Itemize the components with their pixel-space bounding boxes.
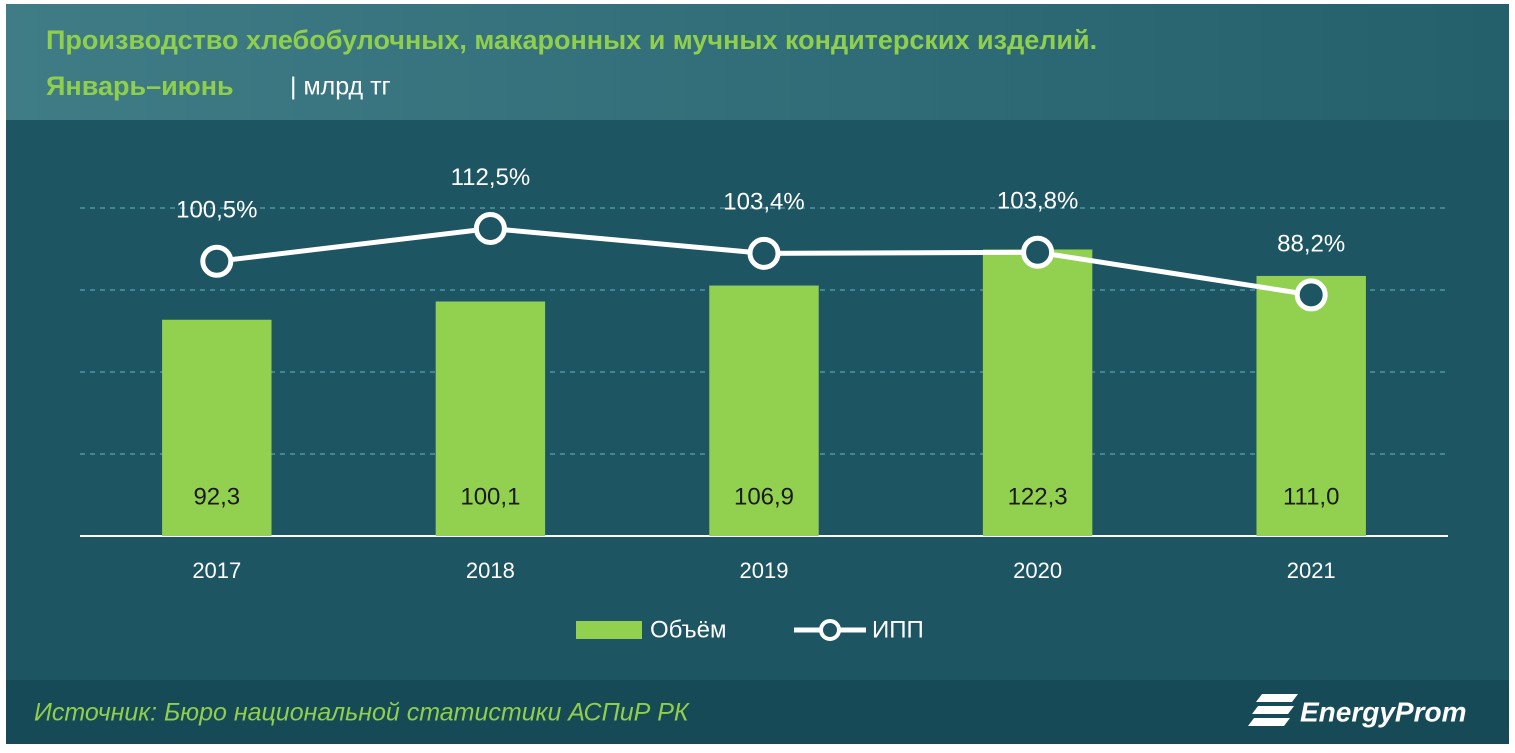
bar	[1256, 275, 1366, 536]
line-marker	[473, 212, 507, 245]
legend-item: ИПП	[794, 616, 924, 643]
bar-value-label: 106,9	[734, 483, 794, 510]
line-marker	[747, 236, 781, 270]
logo-icon	[1248, 694, 1298, 726]
bar-value-label: 122,3	[1008, 483, 1068, 510]
legend-swatch	[576, 621, 642, 639]
unit-label: | млрд тг	[290, 73, 391, 101]
header-band	[6, 4, 1509, 120]
chart-subtitle: Январь–июнь	[46, 71, 234, 101]
bar	[435, 301, 546, 536]
line-value-label: 103,4%	[723, 189, 804, 216]
legend-label: ИПП	[872, 616, 924, 643]
line-value-label: 88,2%	[1277, 230, 1345, 257]
bar-value-label: 111,0	[1283, 483, 1340, 510]
line-marker	[1021, 235, 1055, 269]
source-note: Источник: Бюро национальной статистики А…	[34, 699, 690, 727]
brand-name: EnergyProm	[1300, 696, 1467, 727]
plot-area: 2017 2018 2019 2020 2021 92,3 100,1 106,9 122,3 1…	[80, 164, 1448, 643]
bar	[982, 249, 1093, 536]
x-tick-label: 2020	[1013, 558, 1062, 583]
line-value-label: 112,5%	[451, 164, 531, 191]
line-marker	[1294, 278, 1328, 312]
chart-title: Производство хлебобулочных, макаронных и…	[46, 25, 1097, 55]
bar-value-label: 92,3	[193, 483, 240, 510]
bar-value-label: 100,1	[460, 483, 520, 510]
bar	[162, 319, 272, 536]
line-marker	[200, 244, 234, 278]
x-tick-label: 2017	[192, 558, 241, 583]
line-value-label: 103,8%	[997, 188, 1078, 215]
legend-label: Объём	[650, 616, 726, 643]
x-tick-label: 2021	[1287, 558, 1336, 583]
line-value-label: 100,5%	[176, 197, 257, 224]
bar	[709, 285, 819, 536]
x-tick-label: 2018	[466, 558, 515, 583]
legend-item: Объём	[576, 616, 726, 643]
brand-logo: EnergyProm	[1248, 694, 1467, 727]
legend-marker	[819, 619, 841, 641]
x-tick-label: 2019	[740, 558, 789, 583]
